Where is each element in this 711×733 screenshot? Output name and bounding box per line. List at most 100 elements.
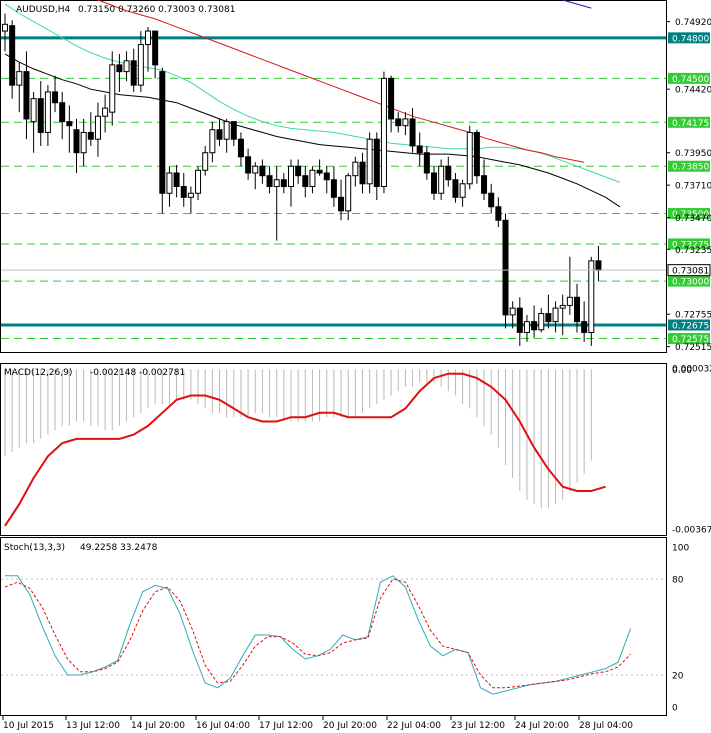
price-level-tag bbox=[668, 72, 710, 84]
candle-body bbox=[581, 321, 588, 333]
candle-body bbox=[438, 165, 445, 194]
ma-fast-line bbox=[4, 3, 621, 183]
stoch-y-tick-label: 80 bbox=[672, 576, 684, 586]
stoch-values: 49.2258 33.2478 bbox=[80, 543, 158, 553]
candle-body bbox=[574, 296, 580, 323]
stoch-y-tick-label: 100 bbox=[672, 544, 689, 554]
candle-body bbox=[173, 172, 180, 188]
candle-body bbox=[230, 121, 237, 140]
candle-body bbox=[452, 179, 459, 198]
candle-body bbox=[295, 165, 302, 177]
candle-body bbox=[409, 118, 416, 147]
candle-body bbox=[302, 175, 309, 188]
candle-body bbox=[223, 121, 230, 140]
candle-body bbox=[116, 64, 123, 73]
price-level-tag bbox=[668, 208, 710, 220]
price-level-label: 0.73275 bbox=[672, 240, 709, 250]
candle-body bbox=[559, 304, 566, 309]
candle-body bbox=[44, 91, 51, 133]
price-level-label: 0.73000 bbox=[672, 278, 709, 288]
candle-body bbox=[523, 321, 530, 333]
candle-body bbox=[273, 179, 280, 188]
candle-body bbox=[30, 98, 37, 123]
candle-body bbox=[380, 77, 387, 188]
candle-body bbox=[516, 307, 523, 333]
x-tick-label: 24 Jul 20:00 bbox=[515, 721, 569, 731]
candle-body bbox=[316, 169, 323, 174]
price-level-tag bbox=[668, 160, 710, 172]
candle-body bbox=[459, 183, 466, 198]
candle-body bbox=[423, 152, 430, 174]
macd-y-tick-label: 0.000032 bbox=[672, 365, 711, 375]
candle-body bbox=[237, 138, 244, 158]
candle-body bbox=[473, 131, 480, 177]
candle-body bbox=[259, 165, 266, 177]
candle-body bbox=[288, 165, 294, 188]
y-tick-label: 0.73710 bbox=[675, 182, 711, 192]
candle-body bbox=[159, 71, 166, 194]
chart-title: AUDUSD,H4 bbox=[16, 5, 71, 15]
candle-body bbox=[137, 44, 144, 86]
x-tick-label: 14 Jul 20:00 bbox=[131, 721, 185, 731]
candle-body bbox=[252, 165, 259, 174]
candle-body bbox=[145, 30, 151, 46]
ma-slow-line bbox=[96, 0, 585, 163]
candle-body bbox=[195, 169, 202, 194]
candle-body bbox=[187, 192, 194, 198]
macd-signal-line bbox=[4, 372, 606, 527]
candle-body bbox=[130, 60, 137, 86]
candle-body bbox=[488, 192, 495, 208]
candle-body bbox=[330, 179, 337, 198]
ohlc-readout: 0.73150 0.73260 0.73003 0.73081 bbox=[78, 5, 235, 15]
stoch-title: Stoch(13,3,3) bbox=[4, 543, 65, 553]
main-panel-frame bbox=[0, 0, 667, 353]
candle-body bbox=[352, 161, 359, 177]
candle-body bbox=[566, 296, 573, 306]
candle-body bbox=[588, 260, 595, 333]
price-level-label: 0.73850 bbox=[672, 163, 709, 173]
candle-body bbox=[52, 91, 59, 104]
macd-title: MACD(12,26,9) bbox=[4, 368, 72, 378]
candle-body bbox=[2, 23, 8, 32]
candle-body bbox=[495, 206, 502, 221]
price-level-tag bbox=[668, 238, 710, 250]
candle-body bbox=[94, 115, 101, 140]
price-level-label: 0.72675 bbox=[672, 322, 709, 332]
y-tick-label: 0.72755 bbox=[675, 311, 711, 321]
candle-body bbox=[445, 165, 452, 181]
x-tick-label: 17 Jul 12:00 bbox=[259, 721, 313, 731]
macd-values: -0.002148 -0.002781 bbox=[90, 368, 185, 378]
candle-body bbox=[323, 172, 330, 181]
candle-body bbox=[538, 313, 545, 331]
candle-body bbox=[66, 121, 73, 127]
macd-y-tick-label: -0.003674 bbox=[672, 526, 711, 536]
candle-body bbox=[595, 260, 602, 271]
candle-body bbox=[9, 25, 16, 86]
y-tick-label: 0.72515 bbox=[675, 343, 711, 353]
candle-body bbox=[180, 186, 187, 198]
stoch-main-line bbox=[5, 575, 632, 695]
price-level-label: 0.74500 bbox=[672, 75, 709, 85]
candle-body bbox=[109, 64, 116, 113]
price-level-tag bbox=[668, 32, 710, 44]
candle-body bbox=[402, 118, 409, 127]
candle-body bbox=[152, 30, 159, 66]
x-tick-label: 28 Jul 04:00 bbox=[579, 721, 633, 731]
current-price-tag bbox=[667, 264, 711, 277]
price-level-label: 0.72575 bbox=[672, 335, 709, 345]
candle-body bbox=[16, 71, 23, 86]
candle-body bbox=[359, 161, 366, 185]
x-axis-layer: 10 Jul 2015 13 Jul 12:00 14 Jul 20:00 16 Ju… bbox=[2, 716, 633, 731]
x-tick-label: 13 Jul 12:00 bbox=[66, 721, 120, 731]
y-tick-label: 0.73950 bbox=[675, 149, 711, 159]
candle-body bbox=[395, 118, 402, 127]
y-tick-label: 0.73235 bbox=[675, 246, 711, 256]
candle-body bbox=[388, 77, 395, 120]
candle-body bbox=[80, 131, 87, 154]
price-level-label: 0.74175 bbox=[672, 119, 709, 129]
main-chart-layer: 0.74800 0.74500 0.74175 0.73850 0.73500 0.732… bbox=[1, 0, 711, 353]
y-tick-label: 0.73470 bbox=[675, 214, 711, 224]
candle-body bbox=[73, 129, 80, 154]
